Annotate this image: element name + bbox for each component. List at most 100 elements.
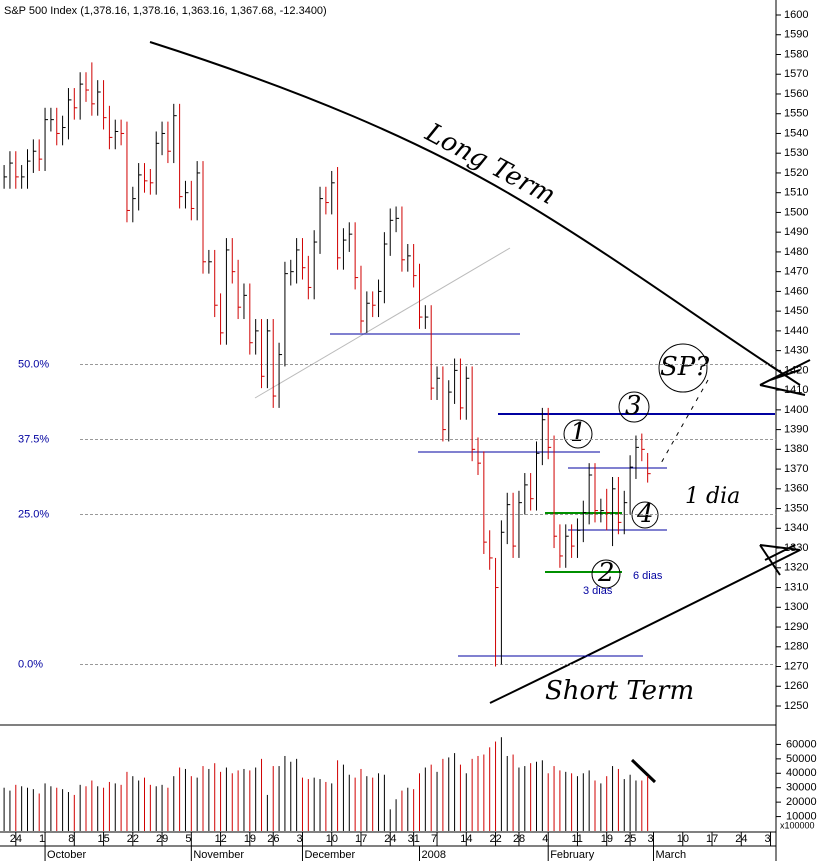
circle: [591, 559, 621, 589]
arrow: [759, 544, 801, 576]
x-tick-label: 15: [98, 833, 110, 845]
x-tick-label: 12: [215, 833, 227, 845]
short-term-trendline: [489, 549, 801, 704]
x-tick-label: 3: [296, 833, 302, 845]
y-tick-label: 1590: [784, 29, 808, 41]
y-tick-label: 1380: [784, 443, 808, 455]
x-tick-label: 4: [542, 833, 548, 845]
volume-tick-label: 30000: [786, 782, 817, 794]
month-label: November: [193, 849, 244, 861]
fib-label: 0.0%: [18, 658, 43, 670]
y-tick-label: 1360: [784, 483, 808, 495]
y-tick-label: 1600: [784, 9, 808, 21]
x-tick-label: 14: [460, 833, 472, 845]
month-label: October: [47, 849, 86, 861]
y-tick-label: 1330: [784, 542, 808, 554]
volume-tick-label: 20000: [786, 796, 817, 808]
x-tick-label: 19: [601, 833, 613, 845]
month-label: February: [550, 849, 595, 861]
month-label: 2008: [421, 849, 445, 861]
x-tick-label: 31: [408, 833, 420, 845]
x-tick-label: 8: [68, 833, 74, 845]
x-tick-label: 5: [185, 833, 191, 845]
annotation: 1 dia: [685, 484, 740, 509]
trendline: [254, 247, 511, 399]
x-tick-label: 7: [431, 833, 437, 845]
y-tick-label: 1460: [784, 285, 808, 297]
volume-tick-label: 50000: [786, 753, 817, 765]
volume-tick-label: 40000: [786, 767, 817, 779]
y-tick-label: 1500: [784, 206, 808, 218]
fib-label: 50.0%: [18, 358, 49, 370]
annotation: 6 dias: [633, 570, 663, 582]
annotation: 2: [597, 558, 615, 588]
x-tick-label: 3: [648, 833, 654, 845]
chart-title: S&P 500 Index (1,378.16, 1,378.16, 1,363…: [4, 5, 327, 17]
annotation: 4: [636, 499, 654, 529]
month-label: December: [304, 849, 355, 861]
x-tick-label: 22: [127, 833, 139, 845]
y-tick-label: 1370: [784, 463, 808, 475]
y-tick-label: 1490: [784, 226, 808, 238]
x-tick-label: 24: [10, 833, 22, 845]
y-tick-label: 1470: [784, 266, 808, 278]
y-tick-label: 1420: [784, 364, 808, 376]
x-tick-label: 25: [624, 833, 636, 845]
circle: [631, 501, 659, 529]
y-tick-label: 1340: [784, 522, 808, 534]
annotation: 3 dias: [583, 585, 613, 597]
y-tick-label: 1400: [784, 404, 808, 416]
x-tick-label: 11: [571, 833, 582, 845]
y-tick-label: 1310: [784, 581, 808, 593]
y-tick-label: 1270: [784, 660, 808, 672]
y-tick-label: 1580: [784, 48, 808, 60]
y-tick-label: 1410: [784, 384, 808, 396]
annotation: Short Term: [545, 676, 694, 706]
x-tick-label: 28: [513, 833, 525, 845]
y-tick-label: 1250: [784, 700, 808, 712]
x-tick-label: 29: [156, 833, 168, 845]
annotation: 3: [625, 391, 642, 421]
y-tick-label: 1450: [784, 305, 808, 317]
annotation: 1: [570, 418, 587, 448]
y-tick-label: 1280: [784, 641, 808, 653]
arrow: [759, 359, 811, 396]
y-tick-label: 1440: [784, 325, 808, 337]
fib-label: 37.5%: [18, 433, 49, 445]
x-tick-label: 10: [677, 833, 689, 845]
x-tick-label: 1: [39, 833, 45, 845]
y-tick-label: 1550: [784, 108, 808, 120]
y-tick-label: 1290: [784, 621, 808, 633]
circle: [658, 343, 708, 393]
annotation: SP?: [660, 352, 710, 382]
x-tick-label: 24: [735, 833, 747, 845]
y-tick-label: 1560: [784, 88, 808, 100]
x-tick-label: 17: [706, 833, 718, 845]
y-tick-label: 1570: [784, 68, 808, 80]
y-tick-label: 1300: [784, 601, 808, 613]
y-tick-label: 1530: [784, 147, 808, 159]
x-tick-label: 10: [326, 833, 338, 845]
volume-tick-label: 10000: [786, 810, 817, 822]
y-tick-label: 1320: [784, 562, 808, 574]
x-tick-label: 17: [355, 833, 367, 845]
y-tick-label: 1390: [784, 424, 808, 436]
y-tick-label: 1260: [784, 680, 808, 692]
circle: [618, 391, 650, 423]
x-tick-label: 22: [490, 833, 502, 845]
mark: [630, 758, 657, 784]
y-tick-label: 1520: [784, 167, 808, 179]
y-tick-label: 1350: [784, 502, 808, 514]
x-tick-label: 24: [384, 833, 396, 845]
y-tick-label: 1540: [784, 127, 808, 139]
projection: [659, 379, 709, 466]
month-label: March: [656, 849, 687, 861]
annotation: Long Term: [420, 117, 561, 211]
y-tick-label: 1480: [784, 246, 808, 258]
volume-unit: x100000: [780, 820, 815, 830]
circle: [563, 419, 593, 449]
fib-label: 25.0%: [18, 508, 49, 520]
volume-tick-label: 60000: [786, 738, 817, 750]
y-tick-label: 1430: [784, 345, 808, 357]
